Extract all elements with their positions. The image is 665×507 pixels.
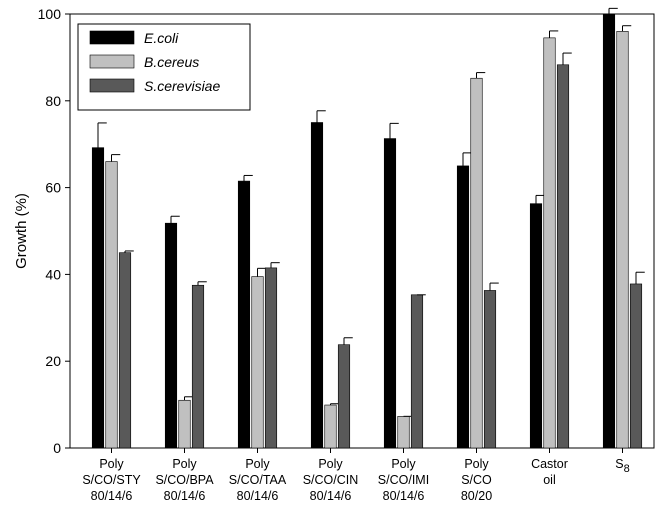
bar-scerevisiae — [337, 344, 351, 449]
x-tick-label: S/CO/CIN — [303, 473, 359, 487]
x-tick-label: Poly — [464, 457, 489, 471]
x-tick-label: S/CO/IMI — [378, 473, 429, 487]
x-tick-label: oil — [543, 473, 556, 487]
x-tick-label: Poly — [318, 457, 343, 471]
bar-scerevisiae — [410, 294, 424, 449]
bar-ecoli — [164, 222, 178, 449]
y-axis-title: Growth (%) — [13, 193, 30, 269]
bar-bcereus — [543, 37, 556, 449]
bar-bcereus — [105, 161, 118, 449]
x-tick-label: Poly — [172, 457, 197, 471]
y-tick-label: 0 — [53, 440, 61, 456]
x-tick-label: S/CO/BPA — [155, 473, 214, 487]
x-tick-label: 80/14/6 — [383, 489, 425, 503]
legend-swatch — [89, 54, 135, 69]
bar-ecoli — [383, 138, 397, 449]
bar-ecoli — [91, 147, 105, 449]
x-tick-label: Poly — [245, 457, 270, 471]
axes: 0 20 40 60 80 100 — [38, 6, 655, 456]
legend-label: E.coli — [144, 30, 179, 46]
bar-ecoli — [529, 203, 543, 449]
y-tick-label: 40 — [45, 266, 61, 282]
plot-frame — [69, 13, 655, 449]
x-tick-label: 80/14/6 — [237, 489, 279, 503]
category-labels: Poly S/CO/STY 80/14/6 Poly S/CO/BPA 80/14/6 Po… — [82, 457, 629, 503]
x-tick-label: 80/14/6 — [310, 489, 352, 503]
x-tick-label: S/CO/TAA — [229, 473, 287, 487]
bar-ecoli — [237, 180, 251, 449]
bar-bcereus — [178, 399, 191, 449]
legend: E.coli B.cereus S.cerevisiae — [77, 23, 251, 111]
x-tick-label: 80/14/6 — [91, 489, 133, 503]
bar-scerevisiae — [483, 290, 497, 449]
bars — [91, 7, 645, 453]
x-tick-label: Poly — [391, 457, 416, 471]
y-tick-label: 60 — [45, 180, 61, 196]
x-tick-label: S8 — [615, 457, 629, 475]
y-tick-label: 20 — [45, 353, 61, 369]
x-tick-label: Castor — [531, 457, 568, 471]
y-tick-label: 100 — [38, 6, 62, 22]
bar-scerevisiae — [118, 252, 132, 449]
bar-ecoli — [456, 165, 470, 449]
x-tick-label: S/CO — [461, 473, 492, 487]
bar-bcereus — [251, 276, 264, 449]
x-tick-label: Poly — [99, 457, 124, 471]
bar-scerevisiae — [556, 64, 570, 449]
bar-scerevisiae — [629, 283, 643, 449]
bar-bcereus — [324, 404, 337, 449]
bar-scerevisiae — [264, 267, 278, 449]
x-tick-label: 80/14/6 — [164, 489, 206, 503]
bar-bcereus — [397, 416, 410, 449]
bar-scerevisiae — [191, 284, 205, 449]
bar-bcereus — [470, 77, 483, 449]
legend-label: S.cerevisiae — [144, 78, 220, 94]
bar-bcereus — [616, 31, 629, 449]
x-tick-label: 80/20 — [461, 489, 492, 503]
legend-label: B.cereus — [144, 54, 199, 70]
bar-ecoli — [310, 122, 324, 449]
x-tick-label: S/CO/STY — [82, 473, 141, 487]
legend-swatch — [89, 78, 135, 93]
legend-swatch — [89, 30, 135, 45]
bar-ecoli — [602, 13, 616, 449]
y-tick-label: 80 — [45, 93, 61, 109]
